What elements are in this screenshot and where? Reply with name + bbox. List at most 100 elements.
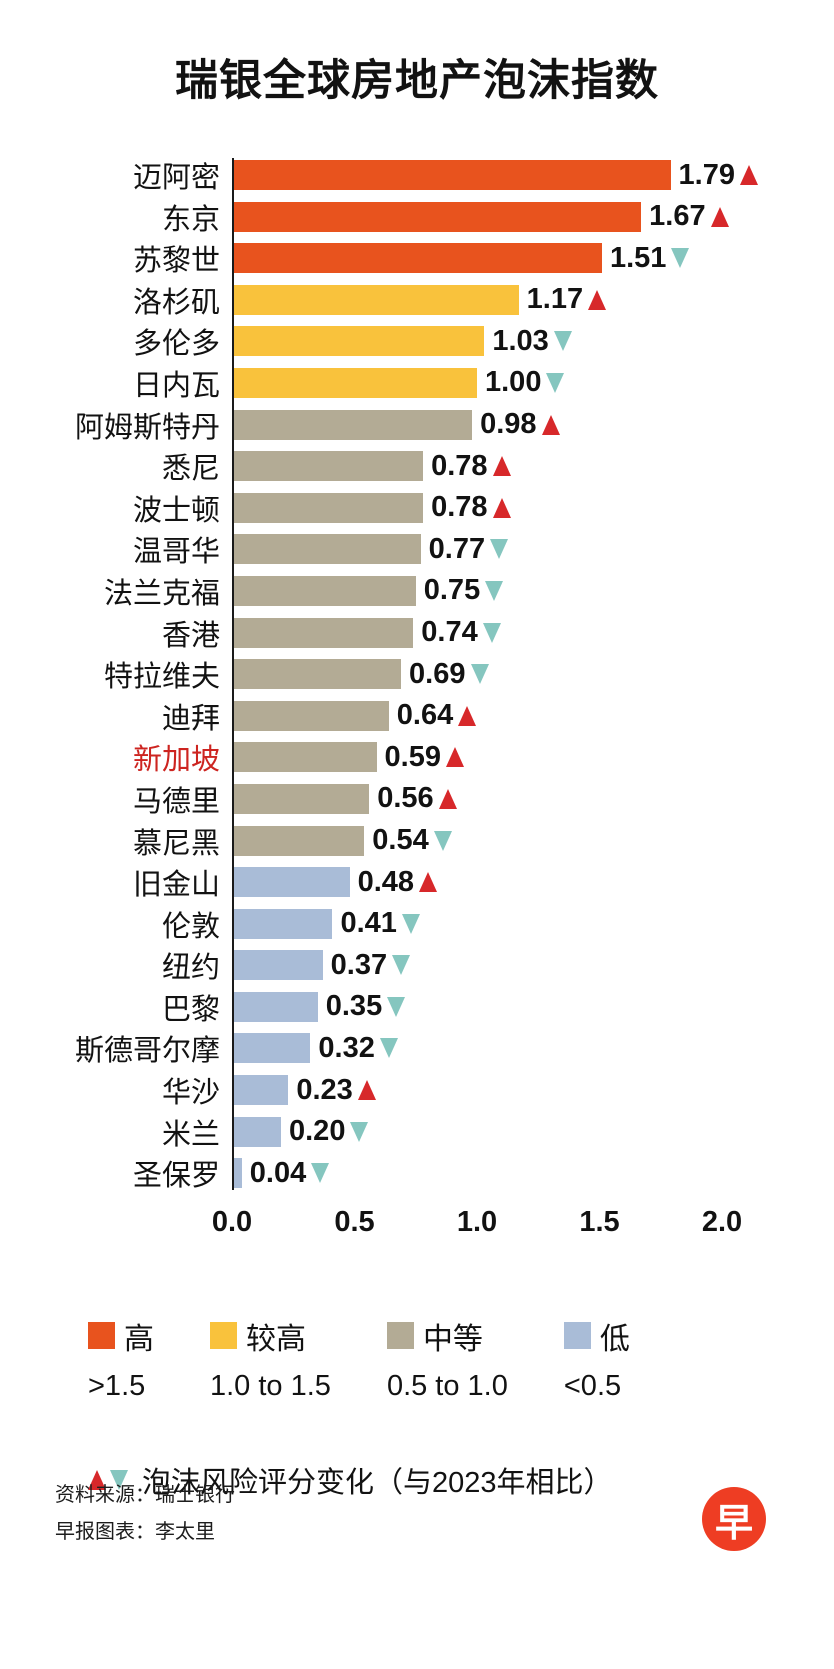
- bar-area: 0.74: [232, 612, 722, 654]
- bar-area: 0.98: [232, 404, 722, 446]
- legend-label: 中等: [422, 1322, 483, 1356]
- chart-row: 阿姆斯特丹 0.98: [0, 404, 722, 446]
- up-arrow-icon: [88, 1469, 106, 1490]
- city-label: 波士顿: [132, 494, 220, 527]
- legend-item: 中等 0.5 to 1.0: [386, 1314, 508, 1403]
- legend-range: <0.5: [563, 1369, 622, 1402]
- value-label: 0.74: [421, 616, 478, 649]
- bar-area: 0.54: [232, 820, 722, 862]
- value-bar: [232, 534, 421, 565]
- change-arrow: [379, 1038, 398, 1059]
- credit-line: 早报图表：李太里: [55, 1521, 215, 1543]
- chart-row: 东京 1.67: [0, 196, 729, 238]
- bar-area: 0.32: [232, 1027, 722, 1069]
- change-arrow: [553, 331, 572, 352]
- change-arrow: [588, 289, 607, 310]
- change-arrow: [546, 372, 565, 393]
- value-bar: [232, 367, 477, 398]
- change-arrow: [740, 165, 758, 185]
- legend-range: >1.5: [88, 1369, 146, 1402]
- city-label: 东京: [161, 203, 220, 236]
- city-label: 迈阿密: [132, 162, 220, 194]
- city-label: 苏黎世: [132, 245, 220, 278]
- value-label: 0.37: [330, 948, 388, 981]
- chart-row: 慕尼黑 0.54: [0, 820, 722, 862]
- bubble-index-chart: 迈阿密 1.79 东京 1.67 苏黎世 1.51 洛杉矶 1.17 多: [0, 154, 834, 1250]
- value-label: 1.00: [485, 366, 542, 399]
- change-note: 泡沫风险评分变化（与2023年相比）: [88, 1459, 834, 1501]
- bar-area: 0.77: [232, 528, 722, 570]
- value-bar: [232, 783, 370, 814]
- footer: 资料来源：瑞士银行 早报图表：李太里 早: [55, 1477, 766, 1551]
- city-label: 马德里: [132, 785, 220, 818]
- bar-area: 0.41: [232, 903, 722, 945]
- value-label: 0.23: [296, 1073, 353, 1106]
- value-label: 0.32: [318, 1031, 375, 1064]
- chart-row: 香港 0.74: [0, 612, 722, 654]
- value-bar: [232, 1033, 311, 1064]
- value-label: 1.03: [492, 324, 549, 357]
- change-arrow: [419, 872, 438, 893]
- source-line: 资料来源：瑞士银行: [55, 1484, 235, 1506]
- city-label: 洛杉矶: [132, 286, 220, 319]
- chart-row: 日内瓦 1.00: [0, 362, 722, 404]
- legend-label: 较高: [246, 1322, 306, 1356]
- chart-row: 迈阿密 1.79: [0, 154, 758, 196]
- bar-area: 0.37: [232, 944, 722, 986]
- value-label: 0.69: [409, 657, 466, 690]
- city-label: 巴黎: [161, 993, 220, 1026]
- change-arrow: [357, 1080, 376, 1101]
- change-arrow: [482, 622, 501, 643]
- chart-rows: 迈阿密 1.79 东京 1.67 苏黎世 1.51 洛杉矶 1.17 多: [0, 154, 758, 1194]
- x-axis-tick: 2.0: [701, 1205, 743, 1238]
- change-arrow: [438, 788, 457, 809]
- value-bar: [232, 451, 424, 482]
- legend-range: 1.0 to 1.5: [210, 1369, 331, 1402]
- chart-row: 法兰克福 0.75: [0, 570, 722, 612]
- bar-area: 1.51: [232, 237, 722, 279]
- change-arrow: [401, 913, 420, 934]
- bar-area: 0.64: [232, 695, 722, 737]
- value-bar: [232, 284, 519, 315]
- chart-row: 伦敦 0.41: [0, 903, 722, 945]
- footer-credits: 资料来源：瑞士银行 早报图表：李太里: [55, 1477, 235, 1551]
- value-bar: [232, 160, 671, 190]
- value-label: 0.64: [396, 699, 454, 732]
- chart-row: 华沙 0.23: [0, 1069, 722, 1111]
- zaobao-logo: 早: [702, 1487, 766, 1551]
- bar-area: 1.79: [232, 154, 758, 196]
- value-bar: [232, 617, 414, 648]
- legend-item: 较高 1.0 to 1.5: [210, 1314, 331, 1403]
- legend-swatch: [563, 1322, 591, 1350]
- value-label: 0.41: [340, 907, 397, 940]
- chart-row: 新加坡 0.59: [0, 736, 722, 778]
- change-arrow: [710, 206, 729, 227]
- chart-row: 斯德哥尔摩 0.32: [0, 1027, 722, 1069]
- value-bar: [232, 742, 377, 773]
- value-label: 1.17: [526, 283, 584, 316]
- value-label: 1.79: [678, 158, 735, 191]
- city-label: 慕尼黑: [132, 827, 220, 860]
- change-note-text: 泡沫风险评分变化（与2023年相比）: [142, 1466, 613, 1499]
- value-label: 0.77: [428, 532, 486, 565]
- x-axis: 0.0 0.5 1.0 1.5 2.0: [212, 1206, 742, 1250]
- chart-row: 圣保罗 0.04: [0, 1152, 722, 1194]
- value-label: 0.48: [357, 865, 415, 898]
- bar-area: 1.03: [232, 320, 722, 362]
- chart-title: 瑞银全球房地产泡沫指数: [175, 57, 659, 105]
- chart-row: 洛杉矶 1.17: [0, 279, 722, 321]
- city-label: 伦敦: [161, 910, 220, 943]
- value-bar: [232, 326, 485, 357]
- value-bar: [232, 700, 389, 731]
- legend-item: 低 <0.5: [563, 1314, 630, 1403]
- value-bar: [232, 201, 642, 232]
- value-bar: [232, 575, 416, 606]
- chart-row: 旧金山 0.48: [0, 861, 722, 903]
- bar-area: 0.20: [232, 1111, 722, 1153]
- legend-swatch: [210, 1322, 237, 1350]
- city-label: 香港: [161, 619, 220, 652]
- bar-area: 1.17: [232, 279, 722, 321]
- change-arrow: [541, 414, 560, 435]
- value-label: 0.56: [377, 782, 434, 815]
